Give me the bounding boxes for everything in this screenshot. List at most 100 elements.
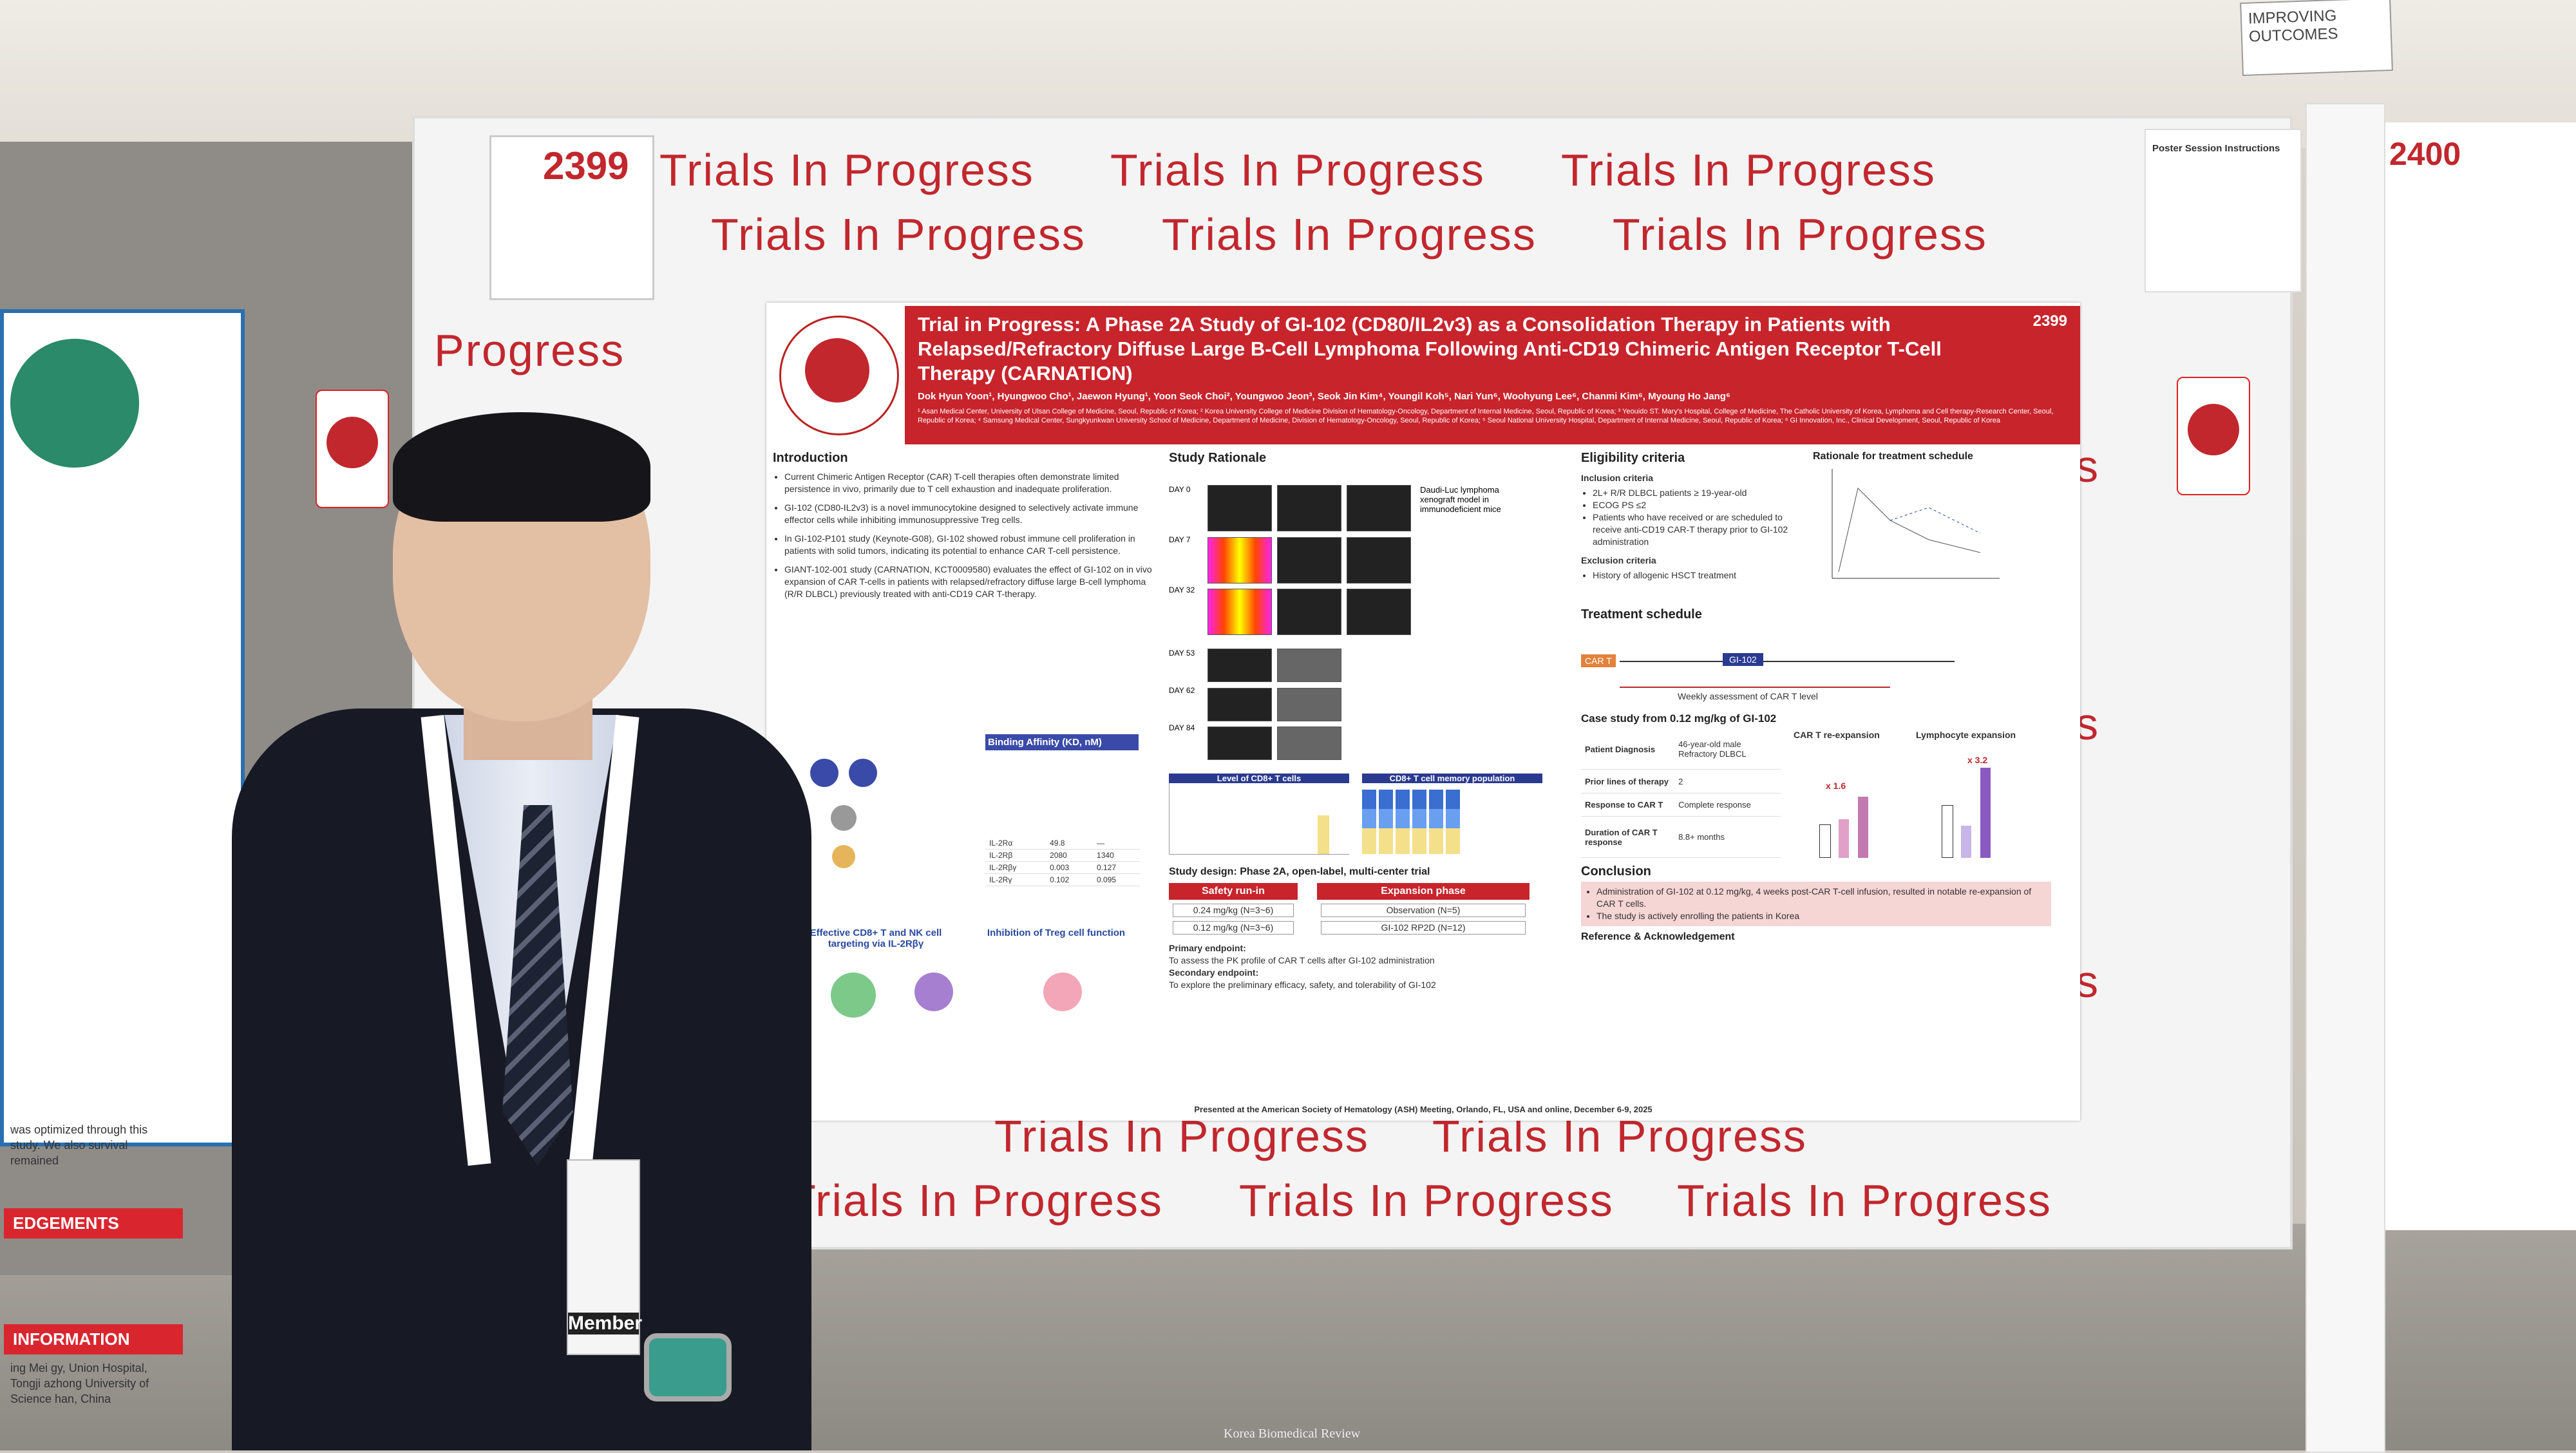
intro-column: Introduction Current Chimeric Antigen Re…: [773, 451, 1153, 1018]
memory-chart: [1362, 783, 1542, 854]
intro-bullet: Current Chimeric Antigen Receptor (CAR) …: [784, 471, 1153, 495]
cd-badge-left: [316, 390, 389, 508]
secondary-endpoint-text: To explore the preliminary efficacy, saf…: [1169, 980, 1436, 990]
case-heading: Case study from 0.12 mg/kg of GI-102: [1581, 712, 1777, 725]
cd8-level-heading: Level of CD8+ T cells: [1169, 774, 1349, 783]
case-value: Complete response: [1674, 793, 1781, 817]
nk-cell: [914, 973, 953, 1011]
case-value: 2: [1674, 769, 1781, 793]
hospital-logo: [10, 339, 139, 468]
case-value: 8.8+ months: [1674, 816, 1781, 858]
poster-authors: Dok Hyun Yoon¹, Hyungwoo Cho¹, Jaewon Hy…: [918, 391, 1730, 402]
gi102-molecule: [805, 734, 882, 889]
design-heading: Study design: Phase 2A, open-label, mult…: [1169, 866, 1430, 877]
day-label: DAY 53: [1169, 649, 1195, 658]
xenograft-note: Daudi-Luc lymphoma xenograft model in im…: [1420, 485, 1501, 514]
left-neighbor-poster: was optimized through this study. We als…: [0, 309, 245, 1405]
case-label: Prior lines of therapy: [1581, 769, 1675, 793]
day-label: DAY 0: [1169, 485, 1191, 494]
exclusion-list: History of allogenic HSCT treatment: [1581, 569, 1800, 582]
car-t-tag: CAR T: [1581, 654, 1616, 667]
left-poster-info-heading: INFORMATION: [4, 1324, 183, 1354]
imaging-panel-2: DAY 53 DAY 62 DAY 84: [1169, 649, 1568, 761]
board-text-row-1b: Trials In Progress: [1110, 145, 1485, 195]
car-exp-heading: CAR T re-expansion: [1794, 730, 1880, 740]
intro-list: Current Chimeric Antigen Receptor (CAR) …: [773, 471, 1153, 600]
poster-title: Trial in Progress: A Phase 2A Study of G…: [918, 313, 1942, 385]
exclusion-item: History of allogenic HSCT treatment: [1593, 569, 1800, 582]
board-text-row-1c: Trials In Progress: [1561, 145, 1936, 195]
fold-1: x 1.6: [1826, 781, 1846, 791]
car-t-decay-chart: [1832, 469, 2000, 579]
inhibition-heading: Inhibition of Treg cell function: [987, 927, 1126, 938]
conclusion-item: Administration of GI-102 at 0.12 mg/kg, …: [1596, 886, 2047, 910]
mouse-imaging-grid: [1208, 485, 1411, 636]
case-label: Response to CAR T: [1581, 793, 1675, 817]
ash-logo-drop: [805, 338, 869, 403]
board-text-row-2: Trials In Progress: [711, 209, 1086, 260]
left-poster-text-2: ing Mei gy, Union Hospital, Tongji azhon…: [10, 1362, 149, 1405]
references-heading: Reference & Acknowledgement: [1581, 931, 1735, 942]
right-poster-number: 2400: [2389, 136, 2461, 172]
eligibility-column: Eligibility criteria Inclusion criteria …: [1581, 451, 2051, 943]
day-label: DAY 7: [1169, 535, 1191, 544]
name-badge: Member: [567, 1159, 642, 1355]
lymphocyte-expansion-chart: Lymphocyte expansion x 3.2: [1916, 729, 2025, 858]
board-text-row-2b: Trials In Progress: [1162, 209, 1537, 260]
cd8-level-chart: [1169, 783, 1349, 855]
lymph-exp-heading: Lymphocyte expansion: [1916, 730, 2016, 740]
instructions-card: Poster Session Instructions: [2145, 129, 2302, 292]
hanging-sign-text: IMPROVING OUTCOMES: [2248, 6, 2339, 46]
memory-heading: CD8+ T cell memory population: [1362, 774, 1542, 783]
dose-1: 0.24 mg/kg (N=3~6): [1173, 904, 1294, 917]
expansion-phase: Expansion phase: [1317, 883, 1530, 900]
day-label: DAY 84: [1169, 723, 1195, 732]
scientific-poster: 2399 Trial in Progress: A Phase 2A Study…: [766, 303, 2080, 1121]
mouse-imaging-grid-2: [1208, 649, 1341, 761]
cd-badge-right: [2177, 377, 2250, 495]
rationale-heading: Study Rationale: [1169, 451, 1267, 465]
effector-cell: [831, 973, 876, 1018]
inclusion-item: 2L+ R/R DLBCL patients ≥ 19-year-old: [1593, 487, 1800, 499]
inclusion-item: ECOG PS ≤2: [1593, 499, 1800, 511]
schedule-heading: Treatment schedule: [1581, 607, 1702, 622]
inclusion-list: 2L+ R/R DLBCL patients ≥ 19-year-old ECO…: [1581, 487, 1800, 548]
hanging-sign: IMPROVING OUTCOMES: [2240, 0, 2393, 77]
title-poster-number: 2399: [2032, 312, 2067, 330]
primary-endpoint-label: Primary endpoint:: [1169, 943, 1246, 953]
car-t-reexpansion-chart: CAR T re-expansion x 1.6: [1794, 729, 1903, 858]
fold-2: x 3.2: [1967, 755, 1988, 765]
day-label: DAY 32: [1169, 585, 1195, 594]
board-text-row-2c: Trials In Progress: [1613, 209, 1987, 260]
schedule-diagram: CAR T GI-102 Weekly assessment of CAR T …: [1581, 622, 2051, 712]
exclusion-heading: Exclusion criteria: [1581, 555, 1656, 565]
rationale-column: Study Rationale DAY 0 DAY 7 DAY 32 Daudi…: [1169, 451, 1568, 991]
safety-run-in: Safety run-in: [1169, 883, 1298, 900]
case-table: Patient Diagnosis 46-year-old male Refrac…: [1581, 729, 1781, 858]
weekly-assessment: Weekly assessment of CAR T level: [1678, 691, 1818, 701]
eligibility-heading: Eligibility criteria: [1581, 451, 1685, 465]
case-label: Patient Diagnosis: [1581, 729, 1675, 770]
title-band: 2399 Trial in Progress: A Phase 2A Study…: [905, 306, 2080, 444]
photo-credit: Korea Biomedical Review: [1224, 1427, 1361, 1441]
wristwatch: [644, 1333, 732, 1401]
day-label: DAY 62: [1169, 686, 1195, 695]
poster-header: 2399 Trial in Progress: A Phase 2A Study…: [766, 303, 2080, 444]
poster-number: 2399: [543, 144, 629, 187]
binding-affinity-heading: Binding Affinity (KD, nM): [985, 734, 1139, 750]
intro-bullet: In GI-102-P101 study (Keynote-G08), GI-1…: [784, 533, 1153, 557]
observation-arm: Observation (N=5): [1321, 904, 1526, 917]
case-value: 46-year-old male Refractory DLBCL: [1674, 729, 1781, 770]
intro-heading: Introduction: [773, 451, 848, 465]
poster-footer: Presented at the American Society of Hem…: [1194, 1105, 1653, 1114]
effective-heading: Effective CD8+ T and NK cell targeting v…: [810, 927, 942, 949]
binding-table: IL-2Rα 49.8— IL-2Rβ 2080 1340 IL-2Rβγ 0.003 0…: [985, 837, 1140, 886]
instructions-title: Poster Session Instructions: [2152, 143, 2280, 154]
treg-cell: [1043, 973, 1082, 1011]
case-label: Duration of CAR T response: [1581, 816, 1675, 858]
inclusion-heading: Inclusion criteria: [1581, 473, 1654, 483]
right-stand: [2306, 103, 2385, 1453]
person-hair: [393, 412, 650, 522]
board-text-bottom-2c: Trials In Progress: [1677, 1175, 2052, 1226]
dose-2: 0.12 mg/kg (N=3~6): [1173, 921, 1294, 935]
